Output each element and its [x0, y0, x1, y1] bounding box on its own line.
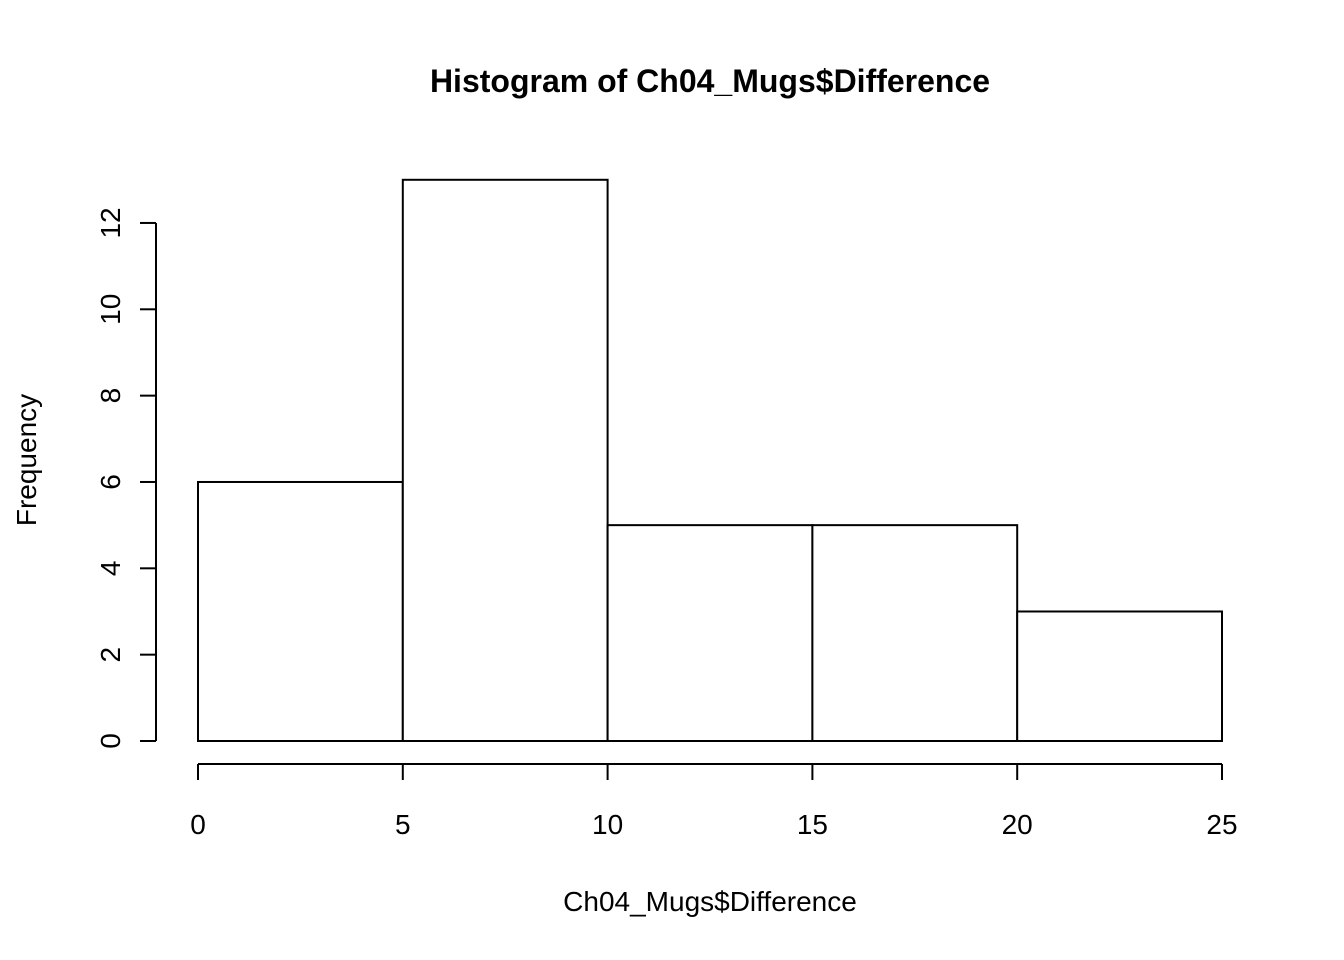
- histogram-bar-4: [1016, 610, 1224, 742]
- y-axis-label: Frequency: [11, 394, 42, 526]
- y-tick-label-1: 2: [95, 647, 126, 663]
- x-tick-label-1: 5: [395, 809, 411, 840]
- y-tick-label-3: 6: [95, 474, 126, 490]
- histogram-bar-3: [811, 524, 1019, 743]
- x-tick-label-5: 25: [1206, 809, 1237, 840]
- bars-group: [197, 178, 1224, 743]
- y-axis: 0 2 4 6 8 10 12: [95, 207, 157, 749]
- y-tick-label-4: 8: [95, 388, 126, 404]
- x-tick-label-0: 0: [190, 809, 206, 840]
- chart-title: Histogram of Ch04_Mugs$Difference: [430, 63, 990, 99]
- x-axis-label: Ch04_Mugs$Difference: [563, 886, 857, 917]
- histogram-bar-0: [197, 480, 404, 742]
- x-tick-label-2: 10: [592, 809, 623, 840]
- y-tick-label-5: 10: [95, 294, 126, 325]
- x-axis: 0 5 10 15 20 25: [190, 763, 1238, 840]
- y-tick-label-0: 0: [95, 733, 126, 749]
- y-tick-label-2: 4: [95, 561, 126, 577]
- histogram-bar-1: [401, 178, 609, 743]
- x-tick-label-3: 15: [797, 809, 828, 840]
- x-tick-label-4: 20: [1002, 809, 1033, 840]
- histogram-bar-2: [606, 524, 814, 743]
- y-tick-label-6: 12: [95, 207, 126, 238]
